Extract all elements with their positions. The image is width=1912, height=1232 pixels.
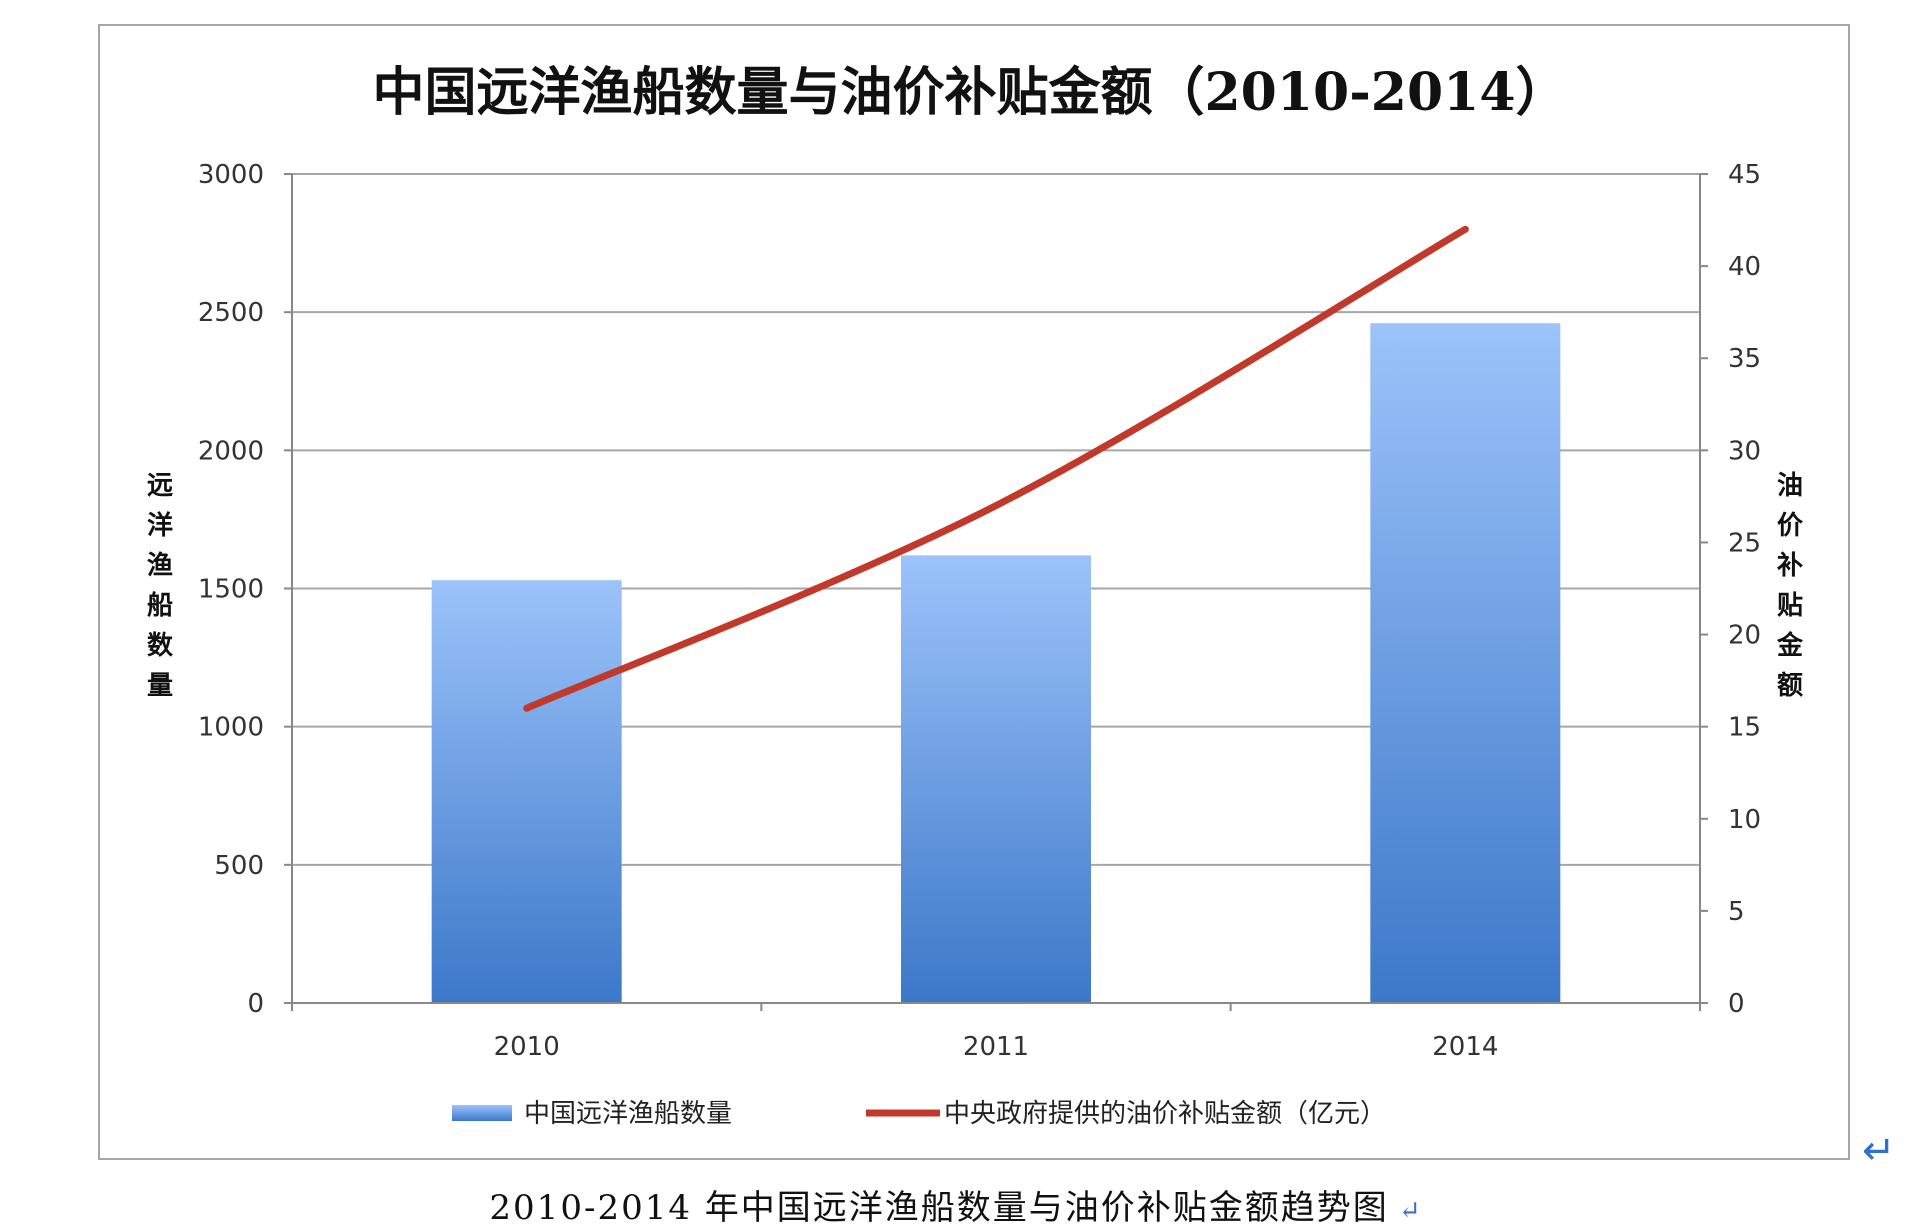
right-tick-label: 15 [1728, 713, 1761, 743]
left-tick-label: 500 [214, 851, 264, 881]
bar-series [431, 323, 1561, 1004]
legend-bar-label: 中国远洋渔船数量 [524, 1099, 732, 1129]
left-tick-label: 2500 [198, 298, 264, 328]
right-tick-label: 30 [1728, 436, 1761, 466]
legend: 中国远洋渔船数量 中央政府提供的油价补贴金额（亿元） [452, 1099, 1386, 1129]
right-tick-label: 35 [1728, 344, 1761, 374]
right-axis-ticks: 0 5 10 15 20 25 30 35 40 45 [1700, 160, 1761, 1019]
bar [901, 555, 1091, 1003]
x-tick-label: 2014 [1432, 1032, 1498, 1062]
caption-mark: ↵ [1398, 1196, 1423, 1226]
x-tick-label: 2010 [494, 1032, 560, 1062]
chart-title: 中国远洋渔船数量与油价补贴金额（2010-2014） [372, 62, 1567, 123]
right-tick-label: 25 [1728, 528, 1761, 558]
line-series [523, 225, 1469, 712]
return-mark-icon: ↵ [1862, 1128, 1896, 1174]
left-tick-label: 2000 [198, 436, 264, 466]
right-tick-label: 20 [1728, 621, 1761, 651]
right-axis-label: 油价补贴金额 [1776, 471, 1804, 701]
left-tick-label: 0 [247, 989, 264, 1019]
left-tick-label: 1000 [198, 713, 264, 743]
bar [431, 580, 622, 1003]
right-tick-label: 0 [1728, 989, 1745, 1019]
bar [1370, 323, 1561, 1004]
right-tick-label: 10 [1728, 805, 1761, 835]
legend-line-label: 中央政府提供的油价补贴金额（亿元） [944, 1099, 1386, 1129]
left-tick-label: 3000 [198, 160, 264, 190]
caption-text: 2010-2014 年中国远洋渔船数量与油价补贴金额趋势图 [489, 1188, 1389, 1228]
x-axis-ticks: 2010 2011 2014 [494, 1032, 1499, 1062]
figure-caption: 2010-2014 年中国远洋渔船数量与油价补贴金额趋势图 ↵ [0, 1180, 1912, 1229]
left-tick-label: 1500 [198, 575, 264, 605]
line-path [523, 225, 1469, 712]
left-axis-ticks: 0 500 1000 1500 2000 2500 3000 [198, 160, 292, 1019]
x-tick-label: 2011 [963, 1032, 1029, 1062]
right-tick-label: 45 [1728, 160, 1761, 190]
left-axis-label: 远洋渔船数量 [147, 471, 174, 701]
right-tick-label: 5 [1728, 897, 1745, 927]
legend-bar-swatch [452, 1105, 512, 1121]
right-tick-label: 40 [1728, 252, 1761, 282]
